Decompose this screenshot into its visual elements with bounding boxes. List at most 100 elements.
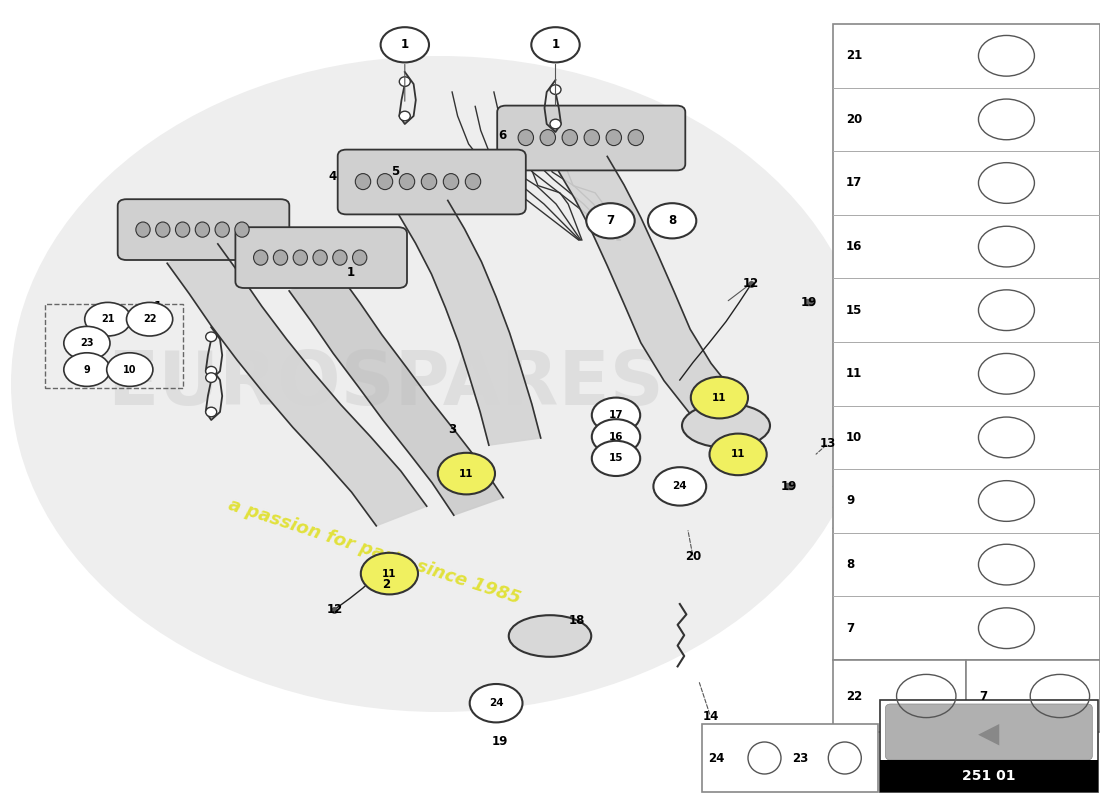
Text: 23: 23 — [792, 751, 808, 765]
Ellipse shape — [584, 130, 600, 146]
Circle shape — [64, 326, 110, 360]
Text: 18: 18 — [569, 614, 584, 627]
Ellipse shape — [206, 407, 217, 417]
Text: 1: 1 — [400, 38, 409, 51]
Text: ◀: ◀ — [978, 720, 1000, 747]
Ellipse shape — [274, 250, 287, 265]
Text: 8: 8 — [668, 214, 676, 227]
Ellipse shape — [253, 250, 267, 265]
Ellipse shape — [206, 332, 217, 342]
Circle shape — [710, 434, 767, 475]
Ellipse shape — [332, 250, 346, 265]
Text: 12: 12 — [744, 277, 759, 290]
Ellipse shape — [352, 250, 366, 265]
Circle shape — [531, 27, 580, 62]
Ellipse shape — [540, 130, 556, 146]
Circle shape — [107, 353, 153, 386]
Text: 10: 10 — [846, 431, 862, 444]
Text: 1: 1 — [551, 38, 560, 51]
Text: 22: 22 — [143, 314, 156, 324]
Text: 12: 12 — [327, 603, 342, 616]
Text: 4: 4 — [328, 170, 337, 183]
Circle shape — [648, 203, 696, 238]
Text: 16: 16 — [608, 432, 624, 442]
Ellipse shape — [465, 174, 481, 190]
Text: 17: 17 — [846, 177, 862, 190]
Polygon shape — [167, 244, 427, 526]
Circle shape — [381, 27, 429, 62]
Ellipse shape — [377, 174, 393, 190]
Text: 5: 5 — [390, 165, 399, 178]
Circle shape — [126, 302, 173, 336]
FancyBboxPatch shape — [833, 24, 1100, 660]
FancyBboxPatch shape — [235, 227, 407, 288]
Text: 13: 13 — [821, 437, 836, 450]
Text: 3: 3 — [448, 423, 456, 436]
Circle shape — [691, 377, 748, 418]
Ellipse shape — [443, 174, 459, 190]
Text: 6: 6 — [498, 129, 507, 142]
Ellipse shape — [206, 366, 217, 376]
Text: a passion for parts since 1985: a passion for parts since 1985 — [226, 496, 522, 608]
Text: 24: 24 — [672, 482, 688, 491]
FancyBboxPatch shape — [967, 660, 1100, 732]
Circle shape — [85, 302, 131, 336]
Ellipse shape — [196, 222, 209, 238]
Text: 21: 21 — [101, 314, 114, 324]
Polygon shape — [559, 157, 736, 414]
Ellipse shape — [399, 111, 410, 121]
Text: 11: 11 — [730, 450, 746, 459]
FancyBboxPatch shape — [886, 704, 1092, 760]
Text: 7: 7 — [980, 690, 988, 702]
Text: 15: 15 — [846, 304, 862, 317]
Ellipse shape — [206, 373, 217, 382]
Text: 1: 1 — [346, 266, 355, 279]
Ellipse shape — [606, 130, 621, 146]
Ellipse shape — [399, 77, 410, 86]
Text: 22: 22 — [846, 690, 862, 702]
Text: 2: 2 — [382, 578, 390, 591]
Text: 14: 14 — [703, 710, 718, 723]
Text: 7: 7 — [846, 622, 854, 634]
Ellipse shape — [550, 119, 561, 129]
Ellipse shape — [355, 174, 371, 190]
Text: 15: 15 — [608, 454, 624, 463]
Text: 24: 24 — [488, 698, 504, 708]
Text: 7: 7 — [606, 214, 615, 227]
Text: 9: 9 — [84, 365, 90, 374]
Text: 19: 19 — [801, 296, 816, 309]
Ellipse shape — [216, 222, 230, 238]
Circle shape — [586, 203, 635, 238]
Polygon shape — [399, 201, 541, 445]
Text: 20: 20 — [685, 550, 701, 563]
Circle shape — [592, 419, 640, 454]
Text: 251 01: 251 01 — [962, 769, 1015, 783]
Text: 23: 23 — [80, 338, 94, 348]
FancyBboxPatch shape — [880, 700, 1098, 792]
Text: 21: 21 — [846, 50, 862, 62]
Circle shape — [653, 467, 706, 506]
Ellipse shape — [518, 130, 534, 146]
Text: 11: 11 — [382, 569, 397, 578]
Circle shape — [438, 453, 495, 494]
Ellipse shape — [312, 250, 327, 265]
Text: 24: 24 — [708, 751, 725, 765]
FancyBboxPatch shape — [880, 760, 1098, 792]
Ellipse shape — [421, 174, 437, 190]
Text: 10: 10 — [123, 365, 136, 374]
Ellipse shape — [136, 222, 150, 238]
Text: 8: 8 — [846, 558, 854, 571]
FancyBboxPatch shape — [118, 199, 289, 260]
Text: 9: 9 — [846, 494, 854, 507]
Ellipse shape — [399, 174, 415, 190]
Circle shape — [64, 353, 110, 386]
Ellipse shape — [682, 403, 770, 447]
Ellipse shape — [562, 130, 578, 146]
Circle shape — [592, 398, 640, 433]
Ellipse shape — [235, 222, 249, 238]
FancyBboxPatch shape — [833, 660, 967, 732]
Text: 19: 19 — [492, 735, 507, 748]
Ellipse shape — [176, 222, 190, 238]
Text: 17: 17 — [608, 410, 624, 420]
Circle shape — [361, 553, 418, 594]
